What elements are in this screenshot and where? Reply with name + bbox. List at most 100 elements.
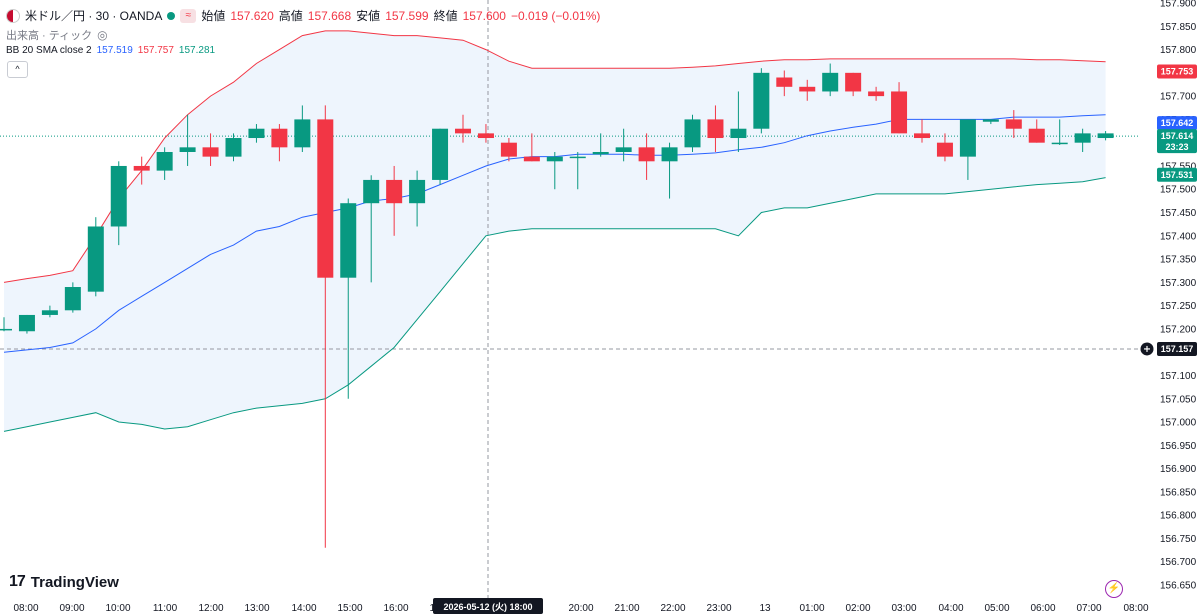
legend-volume[interactable]: 出来高 · ティック ◎	[6, 27, 108, 43]
candle	[982, 119, 999, 125]
price-tick-label: 157.550	[1160, 161, 1197, 172]
price-tick-label: 157.100	[1160, 371, 1197, 382]
tradingview-logo[interactable]: 17 TradingView	[9, 573, 119, 591]
open-value: 157.620	[230, 8, 274, 23]
price-tick-label: 157.850	[1160, 22, 1197, 33]
candle-body	[179, 147, 196, 152]
candle	[936, 133, 953, 162]
time-tick-label: 03:00	[891, 603, 916, 614]
market-status-icon[interactable]	[167, 11, 176, 20]
candle-body	[133, 165, 150, 171]
lightning-icon[interactable]: ⚡	[1105, 580, 1123, 598]
eye-hidden-icon[interactable]: ◎	[97, 28, 108, 42]
price-tick-label: 157.200	[1160, 324, 1197, 335]
close-value: 157.600	[462, 8, 506, 23]
flag-icon	[6, 8, 20, 23]
candle	[1097, 131, 1114, 141]
legend-ohlc: 米ドル／円 · 30 · OANDA ≈ 始値 157.620 高値 157.668…	[6, 7, 600, 24]
price-tick-label: 157.400	[1160, 231, 1197, 242]
crosshair-price-text: 157.157	[1161, 344, 1194, 354]
candle	[294, 105, 311, 152]
time-tick-label: 16:00	[383, 603, 408, 614]
lower-band-badge-bg	[1157, 167, 1197, 182]
time-tick-label: 14:00	[291, 603, 316, 614]
time-tick-label: 13	[759, 603, 771, 614]
candle-body	[845, 72, 862, 92]
price-tick-label: 156.650	[1160, 581, 1197, 592]
countdown-text: 23:23	[1165, 142, 1188, 152]
time-tick-label: 15:00	[337, 603, 362, 614]
candle	[110, 161, 127, 246]
price-tick-label: 156.900	[1160, 464, 1197, 475]
candle-body	[248, 128, 265, 139]
candle	[822, 63, 839, 97]
candle	[523, 133, 540, 162]
price-tick-label: 157.350	[1160, 255, 1197, 266]
candle-body	[615, 147, 632, 152]
candle-body	[340, 203, 357, 278]
time-tick-label: 05:00	[984, 603, 1009, 614]
candle-body	[592, 151, 609, 155]
time-tick-label: 11:00	[153, 603, 178, 614]
price-tick-label: 156.800	[1160, 511, 1197, 522]
price-tick-label: 157.300	[1160, 278, 1197, 289]
price-tick-label: 157.250	[1160, 301, 1197, 312]
candle-body	[822, 72, 839, 92]
legend-bb[interactable]: BB 20 SMA close 2 157.519 157.757 157.28…	[6, 45, 215, 56]
candle	[546, 151, 563, 190]
time-tick-label: 04:00	[938, 603, 963, 614]
candle	[225, 133, 242, 162]
low-value: 157.599	[385, 8, 429, 23]
price-tick-label: 156.850	[1160, 487, 1197, 498]
candle	[317, 105, 334, 548]
basis-badge-bg	[1157, 116, 1197, 131]
candle	[409, 170, 426, 227]
candle	[432, 128, 449, 185]
candle-body	[1005, 119, 1022, 129]
collapse-legend-button[interactable]: ^	[7, 61, 28, 78]
candle-body	[1028, 128, 1045, 143]
candle	[1028, 119, 1045, 143]
wave-icon[interactable]: ≈	[180, 8, 197, 23]
candle	[707, 105, 724, 152]
candle-body	[363, 179, 380, 204]
time-tick-label: 09:00	[59, 603, 84, 614]
candle	[569, 151, 586, 190]
candle-body	[202, 147, 219, 157]
price-tick-label: 157.050	[1160, 394, 1197, 405]
high-label: 高値	[278, 9, 303, 23]
price-tick-label: 157.800	[1160, 45, 1197, 56]
candle-body	[225, 138, 242, 157]
candle	[730, 91, 747, 152]
upper-band-badge: 157.753	[1157, 64, 1197, 79]
time-tick-label: 22:00	[660, 603, 685, 614]
candle	[1005, 110, 1022, 139]
time-tick-label: 01:00	[799, 603, 824, 614]
crosshair-price-badge: 157.157	[1157, 341, 1197, 356]
upper-band-badge-text: 157.753	[1161, 66, 1194, 76]
candle	[914, 119, 930, 143]
bb-basis-value: 157.519	[96, 45, 133, 56]
candle	[248, 124, 265, 143]
high-value: 157.668	[307, 8, 352, 23]
candle	[363, 175, 380, 283]
candle	[799, 79, 816, 101]
price-axis: 157.900157.850157.800157.750157.700157.6…	[1160, 0, 1197, 592]
candle-body	[477, 133, 494, 139]
time-tick-label: 10:00	[105, 603, 130, 614]
time-axis: 08:00 09:00 10:00 11:00 12:00 13:00 14:00 15:00…	[13, 603, 1148, 614]
crosshair-time-text: 2026-05-12 (火) 18:00	[443, 602, 532, 612]
candle	[753, 68, 770, 134]
candle-body	[271, 128, 288, 148]
symbol-title[interactable]: 米ドル／円 · 30 · OANDA	[25, 9, 163, 23]
price-tick-label: 157.450	[1160, 208, 1197, 219]
add-alert-plus-icon[interactable]	[1140, 342, 1154, 356]
price-tick-label: 157.000	[1160, 418, 1197, 429]
upper-band-badge-bg	[1157, 64, 1197, 79]
bb-lower-value: 157.281	[178, 45, 216, 56]
candle-body	[110, 165, 127, 227]
candle-body	[523, 156, 540, 162]
